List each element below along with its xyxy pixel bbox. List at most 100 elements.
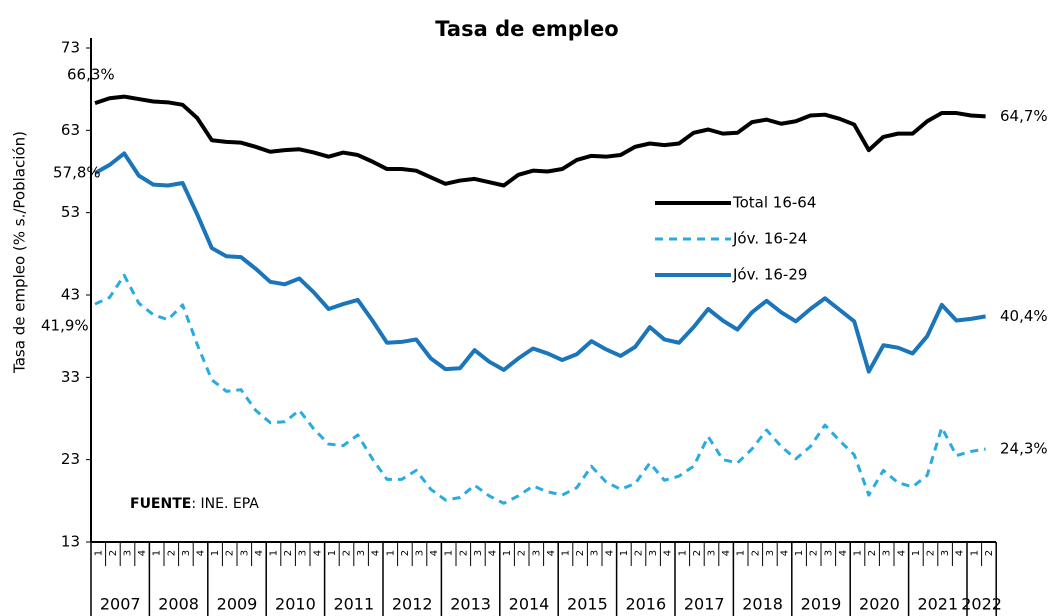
y-tick-label: 33 — [61, 368, 80, 386]
x-tick-label: 3 — [298, 550, 309, 556]
x-tick-label: 1 — [677, 550, 688, 556]
x-tick-label: 1 — [210, 550, 221, 556]
x-tick-label: 3 — [590, 550, 601, 556]
x-tick-label: 1 — [619, 550, 630, 556]
x-tick-label: 2 — [108, 550, 119, 556]
data-label: 40,4% — [1000, 307, 1048, 325]
x-tick-label: 1 — [561, 550, 572, 556]
year-label: 2020 — [859, 595, 900, 614]
x-tick-label: 2 — [225, 550, 236, 556]
source-label: FUENTE — [130, 496, 191, 512]
year-label: 2007 — [100, 595, 141, 614]
year-label: 2019 — [801, 595, 842, 614]
x-tick-label: 1 — [444, 550, 455, 556]
year-label: 2021 — [917, 595, 958, 614]
x-tick-label: 2 — [750, 550, 761, 556]
series-line — [94, 94, 986, 188]
x-tick-label: 3 — [940, 550, 951, 556]
chart-title: Tasa de empleo — [435, 17, 618, 41]
x-tick-label: 4 — [312, 550, 323, 556]
data-label: 24,3% — [1000, 439, 1048, 457]
source-text: : INE. EPA — [191, 496, 259, 512]
x-tick-label: 4 — [254, 550, 265, 556]
x-tick-label: 1 — [853, 550, 864, 556]
x-tick-label: 3 — [356, 550, 367, 556]
x-tick-label: 3 — [415, 550, 426, 556]
x-tick-label: 2 — [692, 550, 703, 556]
x-tick-label: 2 — [926, 550, 937, 556]
x-tick-label: 1 — [502, 550, 513, 556]
x-tick-label: 2 — [400, 550, 411, 556]
source-note: FUENTE: INE. EPA — [130, 496, 259, 512]
year-label: 2015 — [567, 595, 608, 614]
series-line — [94, 151, 986, 374]
x-tick-label: 4 — [546, 550, 557, 556]
y-tick-label: 73 — [61, 39, 80, 57]
x-tick-label: 4 — [896, 550, 907, 556]
x-tick-label: 1 — [327, 550, 338, 556]
x-tick-label: 4 — [721, 550, 732, 556]
x-tick-label: 1 — [93, 550, 104, 556]
x-tick-label: 3 — [648, 550, 659, 556]
x-tick-label: 2 — [867, 550, 878, 556]
year-label: 2011 — [333, 595, 374, 614]
x-tick-label: 4 — [838, 550, 849, 556]
x-tick-label: 4 — [429, 550, 440, 556]
year-label: 2008 — [158, 595, 199, 614]
x-tick-label: 3 — [473, 550, 484, 556]
x-tick-label: 1 — [736, 550, 747, 556]
data-label: 57,8% — [53, 164, 101, 182]
year-label: 2014 — [509, 595, 550, 614]
x-tick-label: 1 — [794, 550, 805, 556]
x-tick-label: 2 — [984, 550, 995, 556]
x-tick-label: 2 — [283, 550, 294, 556]
legend-label: Jóv. 16-29 — [732, 266, 807, 284]
year-label: 2009 — [217, 595, 258, 614]
x-tick-label: 1 — [969, 550, 980, 556]
x-tick-label: 2 — [809, 550, 820, 556]
x-tick-label: 4 — [663, 550, 674, 556]
x-tick-label: 2 — [166, 550, 177, 556]
x-tick-label: 3 — [239, 550, 250, 556]
x-tick-label: 3 — [181, 550, 192, 556]
year-label: 2018 — [742, 595, 783, 614]
year-label: 2013 — [450, 595, 491, 614]
x-tick-label: 4 — [488, 550, 499, 556]
x-tick-label: 4 — [196, 550, 207, 556]
data-label: 64,7% — [1000, 107, 1048, 125]
x-tick-label: 2 — [342, 550, 353, 556]
x-tick-label: 1 — [385, 550, 396, 556]
x-tick-label: 4 — [371, 550, 382, 556]
year-label: 2017 — [684, 595, 725, 614]
legend-label: Total 16-64 — [732, 194, 816, 212]
series-line — [94, 273, 986, 505]
y-tick-label: 23 — [61, 450, 80, 468]
x-tick-label: 4 — [955, 550, 966, 556]
x-tick-label: 2 — [575, 550, 586, 556]
x-tick-label: 1 — [269, 550, 280, 556]
x-tick-label: 3 — [707, 550, 718, 556]
legend-label: Jóv. 16-24 — [732, 230, 807, 248]
y-tick-label: 13 — [61, 533, 80, 551]
x-tick-label: 2 — [634, 550, 645, 556]
x-tick-label: 3 — [531, 550, 542, 556]
x-tick-label: 1 — [152, 550, 163, 556]
data-label: 41,9% — [41, 317, 89, 335]
year-label: 2010 — [275, 595, 316, 614]
x-tick-label: 3 — [123, 550, 134, 556]
data-label: 66,3% — [67, 66, 115, 84]
x-tick-label: 4 — [780, 550, 791, 556]
year-label: 2012 — [392, 595, 433, 614]
y-tick-label: 63 — [61, 121, 80, 139]
y-axis-label: Tasa de empleo (% s./Población) — [11, 131, 29, 374]
x-tick-label: 3 — [882, 550, 893, 556]
year-label: 2022 — [961, 595, 1002, 614]
x-tick-label: 2 — [517, 550, 528, 556]
x-tick-label: 1 — [911, 550, 922, 556]
x-tick-label: 3 — [765, 550, 776, 556]
x-tick-label: 4 — [137, 550, 148, 556]
x-tick-label: 3 — [823, 550, 834, 556]
year-label: 2016 — [625, 595, 666, 614]
x-tick-label: 2 — [458, 550, 469, 556]
